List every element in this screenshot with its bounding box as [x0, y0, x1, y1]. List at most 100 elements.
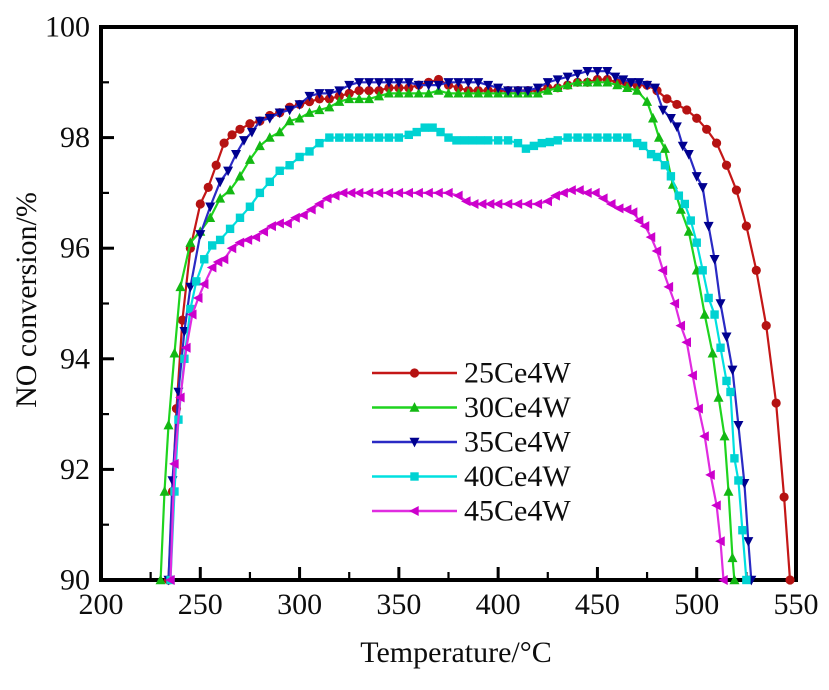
series-45Ce4W-marker	[699, 431, 709, 442]
series-40Ce4W-marker	[603, 133, 612, 142]
series-25Ce4W-marker	[741, 221, 751, 231]
series-40Ce4W-marker	[468, 136, 477, 145]
series-40Ce4W-marker	[742, 575, 751, 585]
series-30Ce4W-marker	[675, 204, 686, 214]
series-30Ce4W-marker	[473, 87, 484, 98]
y-tick-label: 92	[60, 453, 90, 486]
series-30Ce4W-marker	[403, 87, 414, 98]
series-45Ce4W-marker	[460, 196, 471, 207]
series-30Ce4W-marker	[423, 87, 434, 98]
series-45Ce4W-marker	[266, 221, 276, 232]
legend-label: 45Ce4W	[464, 495, 571, 528]
series-30Ce4W-marker	[304, 107, 315, 117]
series-45Ce4W-marker	[403, 187, 413, 198]
series-45Ce4W-marker	[282, 218, 292, 229]
series-30Ce4W-marker	[314, 104, 325, 115]
series-45Ce4W-marker	[250, 232, 261, 243]
series-40Ce4W-marker	[225, 224, 235, 234]
series-45Ce4W-marker	[705, 469, 715, 480]
series-25Ce4W-marker	[702, 124, 712, 134]
series-45Ce4W-marker	[314, 198, 324, 209]
series-25Ce4W-marker	[374, 85, 384, 96]
series-40Ce4W-marker	[436, 127, 445, 137]
series-35Ce4W-marker	[503, 86, 514, 96]
series-45Ce4W-marker	[298, 210, 308, 221]
series-30Ce4W-marker	[374, 90, 384, 101]
x-tick-label: 450	[575, 588, 620, 621]
series-35Ce4W-marker	[743, 537, 754, 547]
series-45Ce4W-marker	[633, 215, 644, 226]
series-35Ce4W-marker	[354, 78, 365, 88]
series-30Ce4W-marker	[727, 552, 738, 563]
series-45Ce4W-marker	[687, 370, 697, 381]
series-35Ce4W-marker	[294, 100, 305, 110]
legend-label: 35Ce4W	[464, 426, 571, 459]
legend-label: 30Ce4W	[464, 391, 571, 424]
series-25Ce4W-marker	[354, 85, 364, 96]
series-45Ce4W-marker	[645, 232, 656, 243]
series-40Ce4W-marker	[305, 147, 314, 156]
legend-marker	[409, 368, 420, 378]
series-35Ce4W-marker	[721, 332, 732, 343]
series-40Ce4W-marker	[275, 166, 284, 175]
x-tick-label: 200	[79, 588, 124, 621]
series-30Ce4W-marker	[562, 79, 573, 90]
series-30Ce4W-marker	[364, 93, 375, 104]
series-35Ce4W-marker	[650, 83, 661, 94]
series-40Ce4W-marker	[734, 476, 743, 485]
series-30Ce4W-marker	[175, 281, 186, 292]
series-30Ce4W-marker	[592, 76, 603, 87]
series-40Ce4W-marker	[245, 202, 255, 211]
series-40Ce4W-marker	[623, 133, 632, 142]
series-35Ce4W-marker	[552, 75, 563, 85]
series-40Ce4W-marker	[573, 133, 582, 142]
series-45Ce4W-marker	[226, 243, 237, 254]
series-45Ce4W-marker	[198, 279, 209, 290]
x-tick-label: 500	[674, 588, 719, 621]
series-35Ce4W-marker	[493, 83, 504, 94]
series-45Ce4W-marker	[290, 212, 300, 223]
series-35Ce4W-marker	[634, 78, 645, 88]
series-40Ce4W-marker	[593, 133, 602, 142]
series-35Ce4W-marker	[642, 80, 653, 91]
series-45Ce4W-marker	[657, 265, 668, 276]
series-40Ce4W-marker	[476, 136, 485, 145]
series-45Ce4W-marker	[675, 320, 686, 331]
series-35Ce4W-marker	[374, 78, 384, 88]
series-45Ce4W-marker	[206, 262, 217, 273]
series-40Ce4W-marker	[513, 138, 523, 148]
series-45Ce4W-marker	[186, 309, 197, 320]
x-tick-label: 550	[774, 588, 819, 621]
series-45Ce4W-marker	[574, 185, 584, 196]
series-40Ce4W-marker	[428, 123, 437, 132]
series-35Ce4W-marker	[274, 108, 285, 119]
series-30Ce4W-marker	[642, 96, 653, 106]
series-30Ce4W-marker	[699, 309, 710, 319]
series-25Ce4W-marker	[785, 575, 795, 585]
series-35Ce4W-marker	[665, 114, 676, 124]
series-40Ce4W-marker	[364, 133, 374, 142]
series-35Ce4W-marker	[483, 80, 494, 91]
y-tick-label: 100	[45, 11, 90, 44]
series-30Ce4W-marker	[159, 486, 170, 496]
series-30Ce4W-marker	[334, 96, 345, 106]
series-40Ce4W-marker	[354, 133, 364, 142]
series-40Ce4W-marker	[529, 141, 539, 151]
series-45Ce4W-marker	[492, 198, 503, 209]
series-30Ce4W-marker	[163, 419, 174, 430]
series-30Ce4W-marker	[582, 76, 593, 87]
series-25Ce4W-marker	[211, 160, 221, 170]
series-45Ce4W-marker	[443, 187, 453, 198]
series-40Ce4W-marker	[716, 343, 725, 352]
series-25Ce4W-marker	[404, 83, 414, 93]
x-tick-label: 400	[476, 588, 521, 621]
series-45Ce4W-marker	[532, 198, 543, 209]
series-40Ce4W-marker	[186, 304, 195, 314]
series-40Ce4W-marker	[632, 138, 642, 148]
legend-label: 25Ce4W	[464, 357, 571, 390]
series-40Ce4W-marker	[726, 387, 735, 397]
series-35Ce4W-marker	[513, 86, 523, 96]
series-30Ce4W-marker	[274, 126, 285, 137]
series-45Ce4W-marker	[605, 198, 616, 209]
